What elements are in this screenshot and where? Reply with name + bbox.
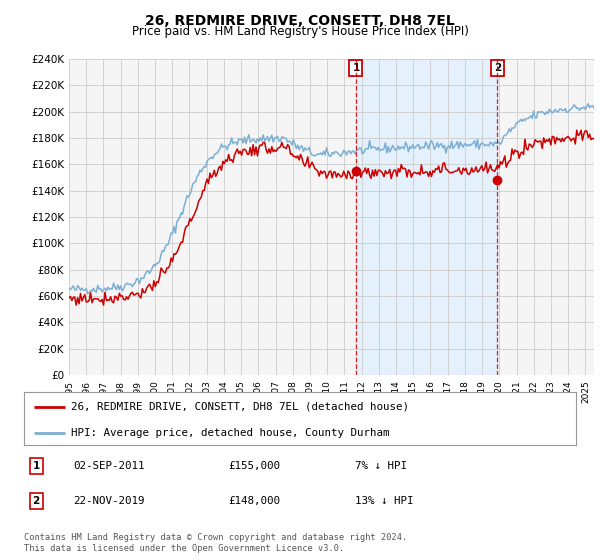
Text: 13% ↓ HPI: 13% ↓ HPI: [355, 496, 414, 506]
Text: £148,000: £148,000: [228, 496, 280, 506]
Text: Price paid vs. HM Land Registry's House Price Index (HPI): Price paid vs. HM Land Registry's House …: [131, 25, 469, 38]
Text: £155,000: £155,000: [228, 461, 280, 471]
Text: 26, REDMIRE DRIVE, CONSETT, DH8 7EL: 26, REDMIRE DRIVE, CONSETT, DH8 7EL: [145, 14, 455, 28]
Text: Contains HM Land Registry data © Crown copyright and database right 2024.
This d: Contains HM Land Registry data © Crown c…: [24, 533, 407, 553]
Bar: [356, 59, 497, 375]
Text: 1: 1: [32, 461, 40, 471]
Text: 22-NOV-2019: 22-NOV-2019: [74, 496, 145, 506]
Text: 1: 1: [352, 63, 359, 73]
Text: 02-SEP-2011: 02-SEP-2011: [74, 461, 145, 471]
Text: 26, REDMIRE DRIVE, CONSETT, DH8 7EL (detached house): 26, REDMIRE DRIVE, CONSETT, DH8 7EL (det…: [71, 402, 409, 412]
Text: 7% ↓ HPI: 7% ↓ HPI: [355, 461, 407, 471]
Text: HPI: Average price, detached house, County Durham: HPI: Average price, detached house, Coun…: [71, 428, 389, 438]
Text: 2: 2: [494, 63, 501, 73]
Text: 2: 2: [32, 496, 40, 506]
